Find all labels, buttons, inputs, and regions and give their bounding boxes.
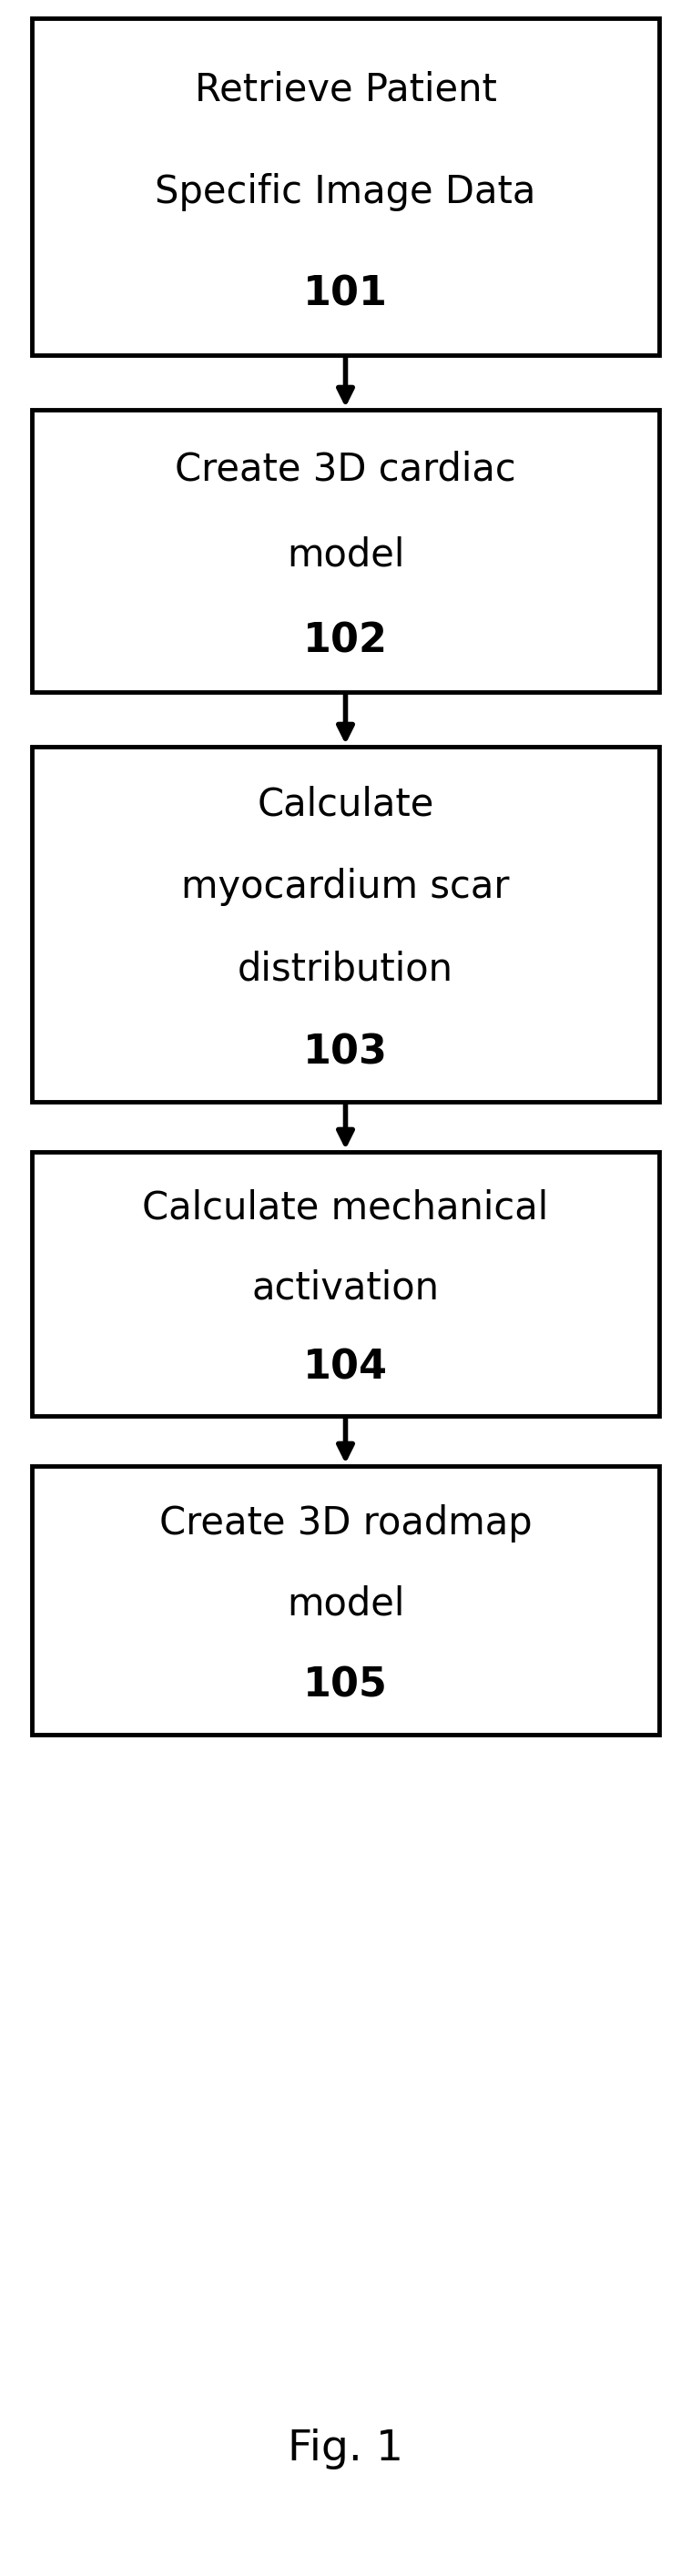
Bar: [32, 1466, 659, 1734]
Text: 105: 105: [303, 1667, 388, 1705]
Text: model: model: [287, 536, 404, 574]
Text: Retrieve Patient: Retrieve Patient: [194, 70, 497, 108]
Text: myocardium scar: myocardium scar: [182, 868, 509, 907]
Bar: [32, 410, 659, 693]
Text: Calculate: Calculate: [257, 786, 434, 824]
Text: Fig. 1: Fig. 1: [287, 2429, 404, 2470]
Text: 103: 103: [303, 1033, 388, 1072]
Text: distribution: distribution: [238, 951, 453, 989]
Text: Specific Image Data: Specific Image Data: [155, 173, 536, 211]
Text: 101: 101: [303, 273, 388, 314]
Text: Create 3D cardiac: Create 3D cardiac: [175, 451, 516, 489]
Bar: [32, 1151, 659, 1417]
Text: Create 3D roadmap: Create 3D roadmap: [159, 1504, 532, 1543]
Bar: [32, 747, 659, 1103]
Text: 102: 102: [303, 621, 388, 659]
Text: activation: activation: [252, 1270, 439, 1306]
Text: Calculate mechanical: Calculate mechanical: [142, 1188, 549, 1226]
Text: model: model: [287, 1584, 404, 1623]
Bar: [32, 18, 659, 355]
Text: 104: 104: [303, 1347, 388, 1388]
